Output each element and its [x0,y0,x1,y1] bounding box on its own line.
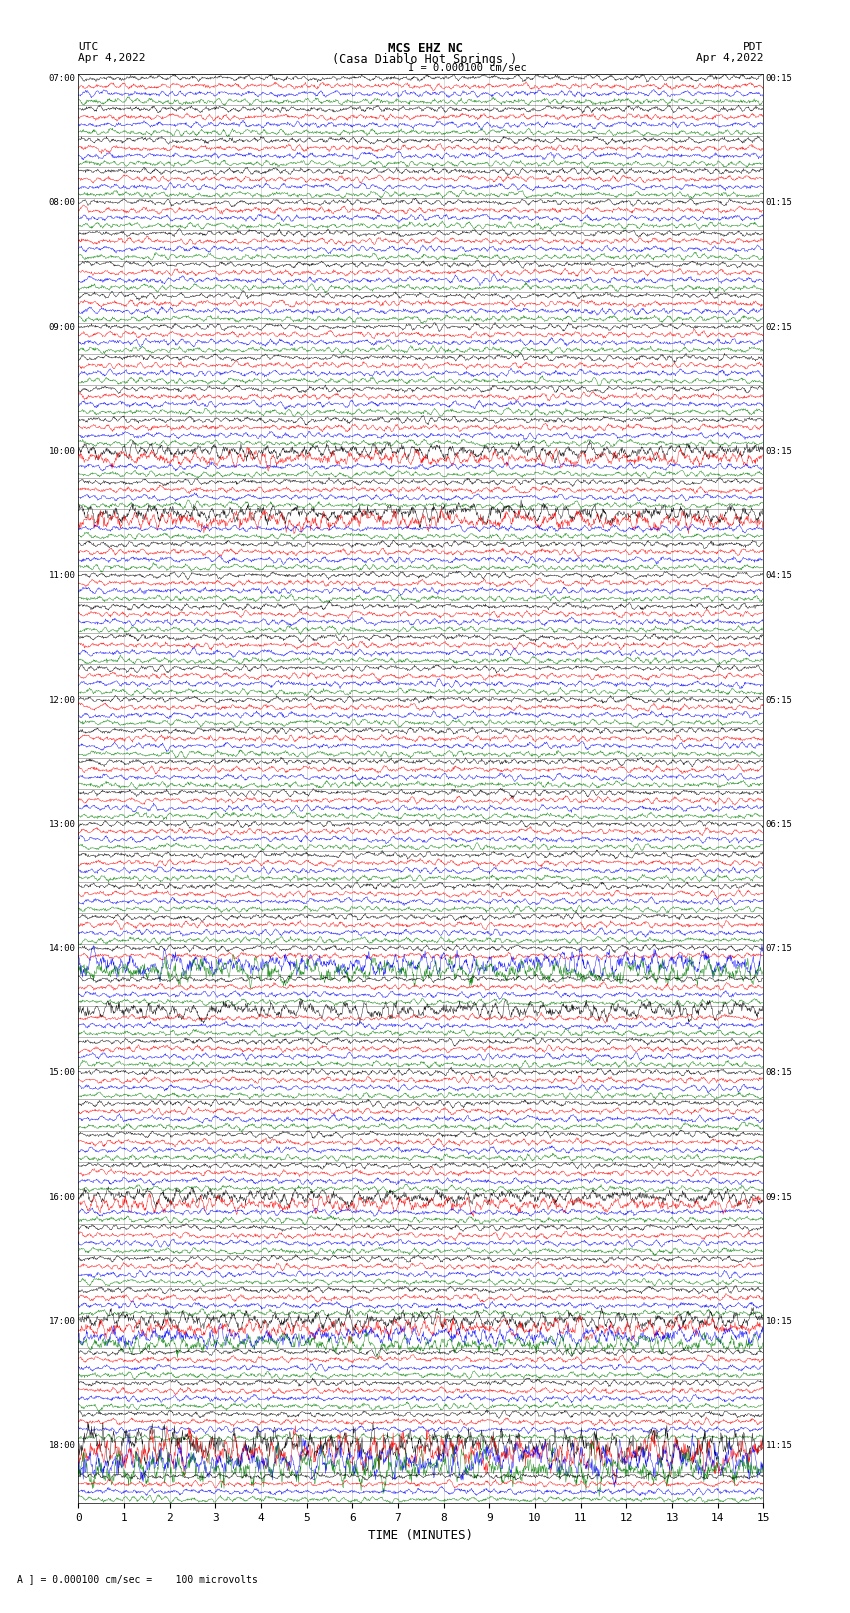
Text: 13:00: 13:00 [48,819,76,829]
Text: 08:00: 08:00 [48,198,76,208]
Text: 11:00: 11:00 [48,571,76,581]
Text: 04:15: 04:15 [766,571,793,581]
Text: 03:15: 03:15 [766,447,793,456]
Text: 17:00: 17:00 [48,1316,76,1326]
Text: 07:15: 07:15 [766,944,793,953]
Text: 18:00: 18:00 [48,1440,76,1450]
Text: 15:00: 15:00 [48,1068,76,1077]
Text: UTC: UTC [78,42,99,52]
Text: 10:00: 10:00 [48,447,76,456]
Text: 09:00: 09:00 [48,323,76,332]
X-axis label: TIME (MINUTES): TIME (MINUTES) [368,1529,473,1542]
Text: Apr 4,2022: Apr 4,2022 [696,53,763,63]
Text: (Casa Diablo Hot Springs ): (Casa Diablo Hot Springs ) [332,53,518,66]
Text: A ] = 0.000100 cm/sec =    100 microvolts: A ] = 0.000100 cm/sec = 100 microvolts [17,1574,258,1584]
Text: 05:15: 05:15 [766,695,793,705]
Text: 11:15: 11:15 [766,1440,793,1450]
Text: 07:00: 07:00 [48,74,76,84]
Text: MCS EHZ NC: MCS EHZ NC [388,42,462,55]
Text: 02:15: 02:15 [766,323,793,332]
Text: 12:00: 12:00 [48,695,76,705]
Text: 09:15: 09:15 [766,1192,793,1202]
Text: Apr 4,2022: Apr 4,2022 [78,53,145,63]
Text: 10:15: 10:15 [766,1316,793,1326]
Text: 01:15: 01:15 [766,198,793,208]
Text: 16:00: 16:00 [48,1192,76,1202]
Text: 14:00: 14:00 [48,944,76,953]
Text: I = 0.000100 cm/sec: I = 0.000100 cm/sec [408,63,527,73]
Text: PDT: PDT [743,42,763,52]
Text: 06:15: 06:15 [766,819,793,829]
Text: 00:15: 00:15 [766,74,793,84]
Text: 08:15: 08:15 [766,1068,793,1077]
